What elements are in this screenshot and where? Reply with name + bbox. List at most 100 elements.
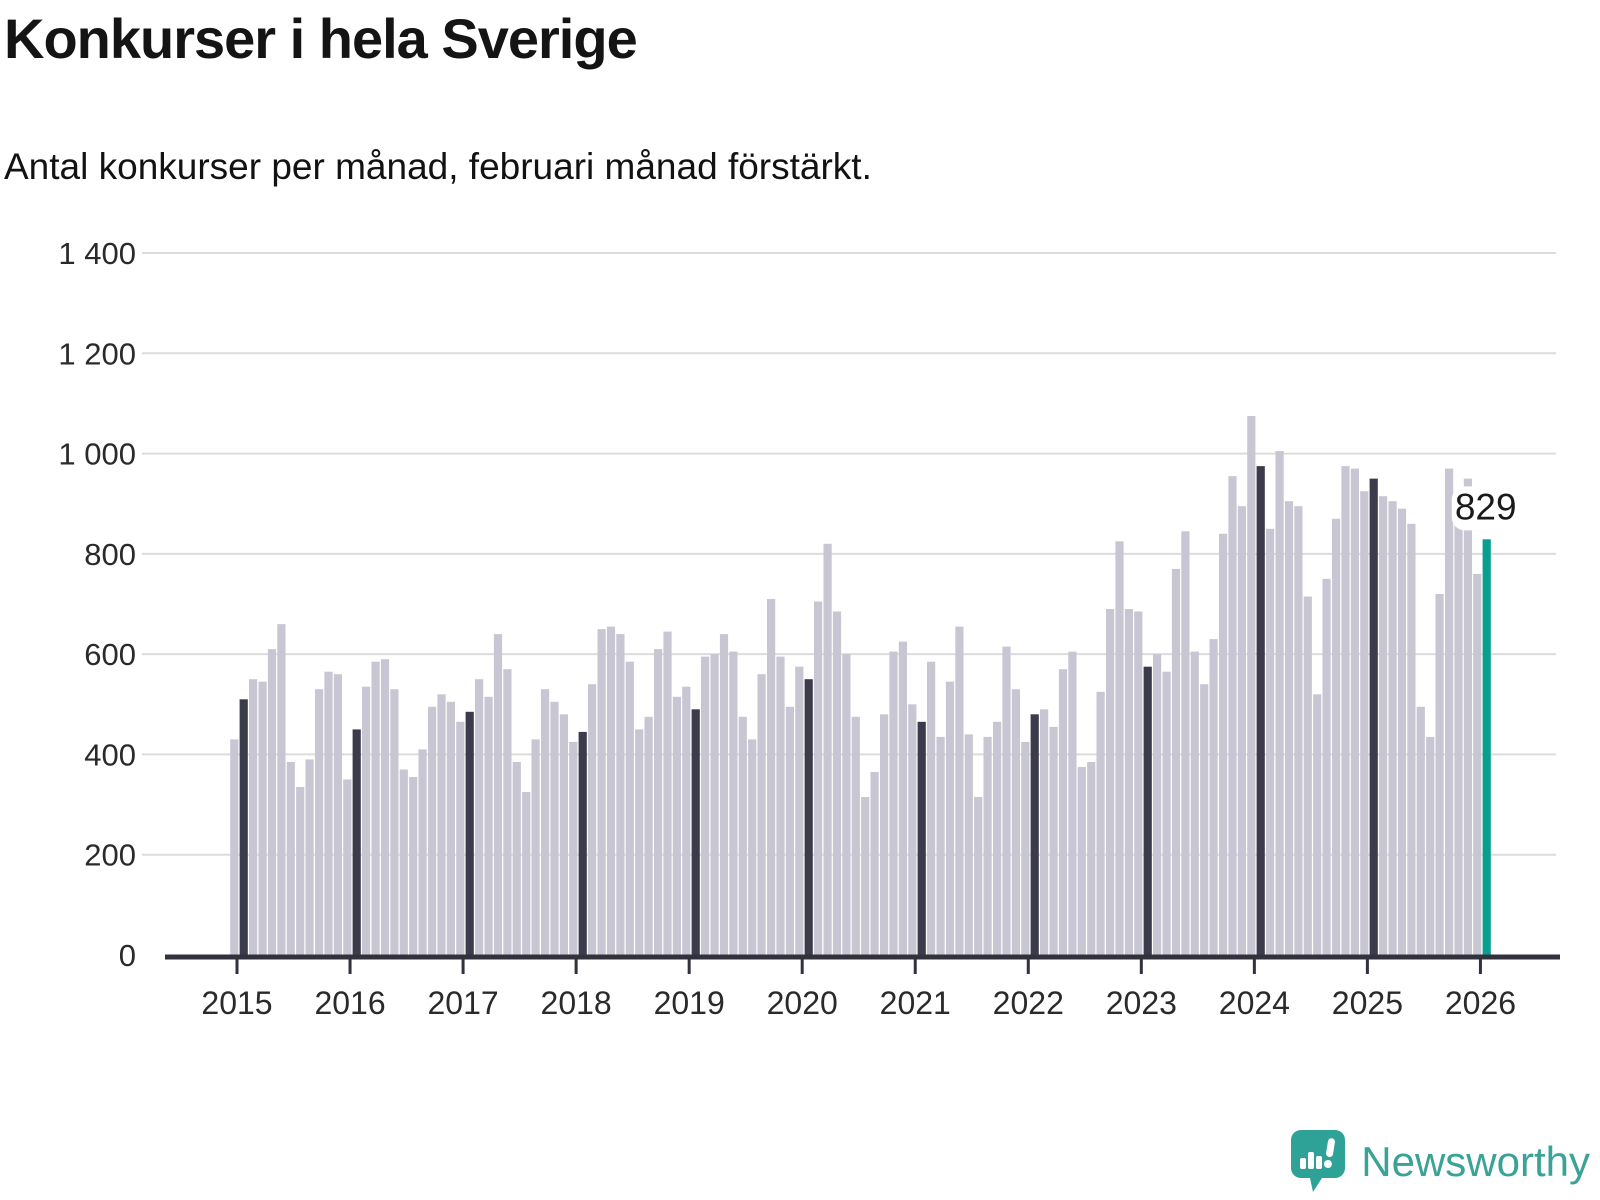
bar-2023-01 bbox=[1134, 611, 1143, 958]
bar-2025-10 bbox=[1445, 468, 1454, 958]
bar-2017-05 bbox=[493, 634, 503, 958]
bar-2019-01 bbox=[682, 686, 691, 958]
bar-2019-11 bbox=[776, 656, 785, 958]
bar-2021-01 bbox=[908, 704, 917, 958]
y-axis-label-0: 0 bbox=[119, 938, 136, 973]
bar-2024-06 bbox=[1294, 506, 1303, 958]
bar-2024-07 bbox=[1303, 596, 1312, 958]
chart-subtitle: Antal konkurser per månad, februari måna… bbox=[4, 146, 872, 187]
bar-2015-07 bbox=[286, 762, 295, 958]
bar-2022-07 bbox=[1077, 767, 1086, 958]
bar-2022-05 bbox=[1058, 669, 1068, 958]
bar-2026-01 bbox=[1473, 573, 1482, 958]
bar-2021-04 bbox=[936, 736, 945, 958]
bar-2016-08 bbox=[409, 777, 418, 958]
bar-2017-04 bbox=[484, 696, 493, 958]
y-axis-label-1200: 1 200 bbox=[58, 336, 136, 371]
bar-2020-06 bbox=[842, 654, 851, 958]
bar-2015-06 bbox=[277, 624, 286, 958]
bar-2021-05 bbox=[945, 681, 955, 958]
bar-2016-03 bbox=[362, 686, 371, 958]
y-axis-label-1400: 1 400 bbox=[58, 236, 136, 271]
bar-2020-12 bbox=[898, 641, 907, 958]
bar-2023-11 bbox=[1228, 476, 1237, 958]
bar-2021-09 bbox=[983, 736, 992, 958]
x-axis-label-2017: 2017 bbox=[427, 985, 498, 1021]
bar-2017-12 bbox=[559, 714, 568, 958]
bar-2018-03 bbox=[588, 684, 597, 958]
bar-2025-09 bbox=[1435, 594, 1444, 958]
bar-2025-05 bbox=[1397, 508, 1407, 958]
x-axis-label-2019: 2019 bbox=[654, 985, 725, 1021]
bar-2020-10 bbox=[880, 714, 889, 958]
bar-2015-12 bbox=[333, 674, 342, 958]
bar-2025-06 bbox=[1407, 523, 1416, 958]
bar-2023-10 bbox=[1219, 533, 1228, 958]
bar-2016-06 bbox=[390, 689, 399, 958]
newsworthy-logo: Newsworthy bbox=[1291, 1130, 1590, 1194]
x-axis-label-2018: 2018 bbox=[541, 985, 612, 1021]
bar-2017-03 bbox=[475, 679, 484, 958]
bar-2016-09 bbox=[418, 749, 427, 958]
bar-2015-10 bbox=[315, 689, 324, 958]
annotation-bubble bbox=[1451, 486, 1522, 531]
bar-2016-10 bbox=[428, 706, 437, 958]
bar-2025-08 bbox=[1426, 736, 1435, 958]
y-axis-label-1000: 1 000 bbox=[58, 437, 136, 472]
bar-2019-06 bbox=[729, 651, 738, 958]
bar-2019-09 bbox=[757, 674, 766, 958]
bar-2021-08 bbox=[974, 797, 983, 958]
mini-bar-chart-glyph bbox=[1300, 1138, 1336, 1169]
bar-2016-04 bbox=[371, 661, 380, 958]
chart-title: Konkurser i hela Sverige bbox=[4, 7, 638, 70]
bar-2017-09 bbox=[531, 739, 540, 958]
bar-2022-01 bbox=[1021, 741, 1030, 958]
bar-2015-03 bbox=[249, 679, 258, 958]
bar-2017-06 bbox=[503, 669, 512, 958]
bar-2025-02 bbox=[1369, 478, 1378, 958]
bar-2019-04 bbox=[710, 654, 719, 958]
bar-2020-04 bbox=[823, 543, 832, 958]
bar-2017-07 bbox=[512, 762, 521, 958]
bar-2024-11 bbox=[1341, 466, 1350, 958]
bar-2018-07 bbox=[625, 661, 634, 958]
bar-2015-02 bbox=[239, 699, 248, 958]
bar-2021-10 bbox=[993, 721, 1002, 958]
bar-2022-09 bbox=[1096, 691, 1105, 959]
bar-2024-04 bbox=[1275, 451, 1284, 958]
bar-2017-11 bbox=[550, 701, 559, 958]
bar-2017-08 bbox=[522, 792, 531, 958]
bar-2016-07 bbox=[399, 769, 408, 958]
bar-2022-06 bbox=[1068, 651, 1077, 958]
x-axis-label-2024: 2024 bbox=[1219, 985, 1290, 1021]
bar-2023-04 bbox=[1162, 671, 1171, 958]
bar-2021-07 bbox=[964, 734, 973, 958]
bar-2018-10 bbox=[654, 649, 663, 958]
bar-2023-12 bbox=[1237, 506, 1246, 958]
bar-2018-12 bbox=[672, 696, 681, 958]
bar-2024-10 bbox=[1332, 518, 1341, 958]
bar-2015-11 bbox=[324, 671, 333, 958]
newsworthy-logo-text: Newsworthy bbox=[1361, 1138, 1590, 1185]
bar-2020-02 bbox=[804, 679, 813, 958]
bar-2026-02 bbox=[1482, 539, 1491, 958]
x-axis-label-2026: 2026 bbox=[1445, 985, 1516, 1021]
bar-2024-09 bbox=[1322, 578, 1331, 958]
bar-2015-01 bbox=[230, 739, 239, 958]
bar-2020-07 bbox=[851, 716, 860, 958]
bar-2019-12 bbox=[785, 706, 794, 958]
annotation-value-label: 829 bbox=[1455, 486, 1517, 527]
bar-2021-12 bbox=[1011, 689, 1020, 958]
y-axis-label-800: 800 bbox=[84, 537, 136, 572]
bar-2016-05 bbox=[380, 659, 390, 958]
bar-2025-11 bbox=[1454, 523, 1463, 958]
bar-2023-05 bbox=[1171, 568, 1181, 958]
x-axis-label-2016: 2016 bbox=[314, 985, 385, 1021]
bar-2016-01 bbox=[343, 779, 352, 958]
bar-2019-02 bbox=[691, 709, 700, 958]
bar-2024-12 bbox=[1350, 468, 1359, 958]
y-axis-label-600: 600 bbox=[84, 637, 136, 672]
bar-2023-07 bbox=[1190, 651, 1199, 958]
bar-2016-02 bbox=[352, 729, 361, 958]
